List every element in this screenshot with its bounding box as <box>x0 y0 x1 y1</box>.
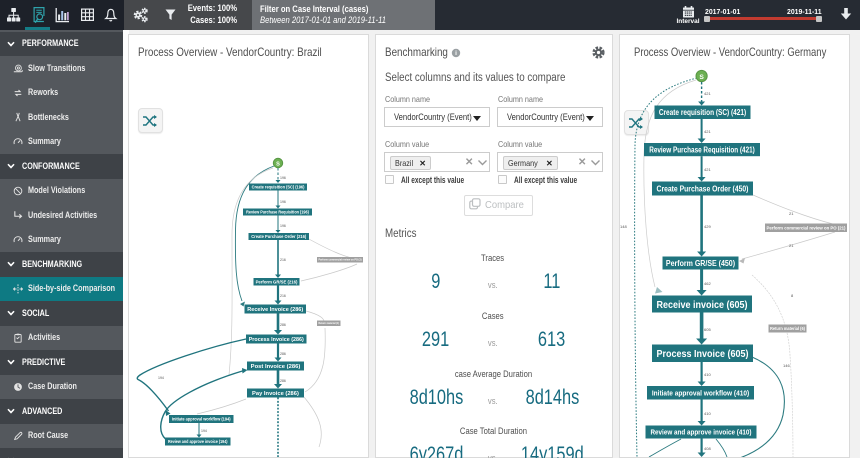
svg-text:146: 146 <box>783 363 790 368</box>
svg-text:S: S <box>276 162 280 168</box>
svg-text:148: 148 <box>620 224 627 229</box>
svg-text:196: 196 <box>280 200 286 204</box>
svg-text:421: 421 <box>704 129 711 134</box>
svg-text:Receive invoice (605): Receive invoice (605) <box>657 299 748 311</box>
svg-text:Initiate approval workflow (19: Initiate approval workflow (194) <box>172 417 231 422</box>
svg-text:Return material (1): Return material (1) <box>319 321 340 325</box>
svg-text:605: 605 <box>704 327 711 332</box>
svg-text:216: 216 <box>280 294 286 298</box>
svg-text:421: 421 <box>704 167 711 172</box>
svg-text:Create requisition (SC) (196): Create requisition (SC) (196) <box>252 185 305 190</box>
svg-text:8: 8 <box>791 293 794 298</box>
svg-text:Initiate approval workflow (41: Initiate approval workflow (410) <box>652 388 750 397</box>
svg-text:Create Purchase Order (216): Create Purchase Order (216) <box>251 234 307 239</box>
svg-text:286: 286 <box>280 323 286 327</box>
svg-text:Review and approve invoice (41: Review and approve invoice (410) <box>650 428 752 437</box>
svg-text:196: 196 <box>280 176 286 180</box>
svg-text:286: 286 <box>280 352 286 356</box>
svg-text:Process Invoice (605): Process Invoice (605) <box>657 348 749 360</box>
svg-text:Review and approve invoice (19: Review and approve invoice (194) <box>168 439 228 444</box>
svg-text:Perform commercial review on P: Perform commercial review on PO (3) <box>319 258 362 262</box>
svg-text:286: 286 <box>280 379 286 383</box>
svg-text:Perform commercial review on P: Perform commercial review on PO (21) <box>767 225 847 230</box>
svg-text:Post Invoice (286): Post Invoice (286) <box>251 364 301 370</box>
svg-text:Review Purchase Requisition (4: Review Purchase Requisition (421) <box>649 145 755 154</box>
svg-text:194: 194 <box>201 429 207 433</box>
svg-text:410: 410 <box>704 411 711 416</box>
svg-text:421: 421 <box>704 91 711 96</box>
svg-text:21: 21 <box>789 243 794 248</box>
svg-text:Receive Invoice (286): Receive Invoice (286) <box>247 307 303 313</box>
svg-text:Process Invoice (286): Process Invoice (286) <box>249 337 304 343</box>
svg-text:194: 194 <box>158 376 164 380</box>
svg-text:Perform GR/SE (216): Perform GR/SE (216) <box>256 279 298 284</box>
svg-text:Pay Invoice (286): Pay Invoice (286) <box>252 391 299 397</box>
svg-text:Create requisition (SC) (421): Create requisition (SC) (421) <box>659 108 747 117</box>
svg-text:216: 216 <box>280 258 286 262</box>
svg-text:462: 462 <box>704 281 711 286</box>
svg-text:196: 196 <box>280 224 286 228</box>
svg-text:i: i <box>455 50 457 57</box>
svg-text:Create Purchase Order (450): Create Purchase Order (450) <box>657 184 749 193</box>
svg-text:Return material (6): Return material (6) <box>770 326 805 331</box>
svg-text:408: 408 <box>704 446 711 451</box>
svg-text:S: S <box>699 74 704 81</box>
svg-text:Review Purchase Requisition (1: Review Purchase Requisition (196) <box>246 210 309 215</box>
svg-text:429: 429 <box>704 224 711 229</box>
svg-text:21: 21 <box>789 211 794 216</box>
svg-text:410: 410 <box>704 372 711 377</box>
svg-text:Perform GR/SE (450): Perform GR/SE (450) <box>666 259 736 268</box>
